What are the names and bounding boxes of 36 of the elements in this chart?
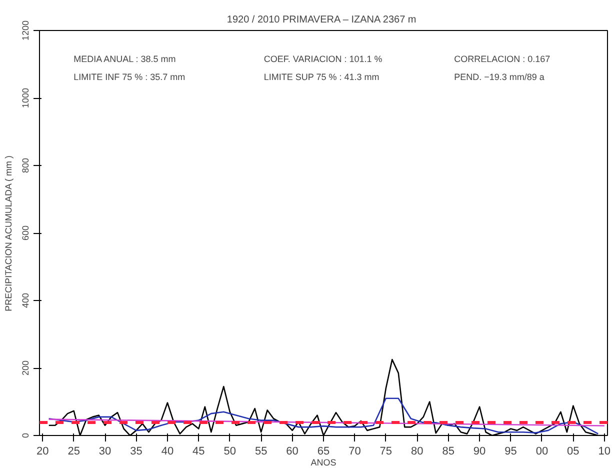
- y-tick-label: 800: [20, 158, 30, 174]
- x-tick-label: 50: [224, 446, 236, 458]
- x-tick-label: 90: [473, 446, 486, 458]
- y-tick-label: 600: [20, 225, 30, 241]
- y-tick-label: 1000: [20, 88, 30, 108]
- y-tick-label: 0: [20, 432, 30, 438]
- x-tick-label: 20: [36, 446, 49, 458]
- y-tick-label: 200: [20, 360, 30, 376]
- x-tick-label: 70: [348, 446, 361, 458]
- x-tick-label: 95: [504, 446, 517, 458]
- x-tick-label: 35: [130, 446, 142, 458]
- x-tick-label: 05: [567, 446, 580, 458]
- x-tick-label: 25: [68, 446, 80, 458]
- x-tick-label: 10: [598, 446, 611, 458]
- annotation: LIMITE SUP 75 % : 41.3 mm: [264, 72, 380, 82]
- x-tick-label: 75: [380, 446, 392, 458]
- x-tick-label: 00: [536, 446, 548, 458]
- y-tick-label: 1200: [20, 20, 30, 41]
- x-tick-label: 85: [442, 446, 454, 458]
- annotation: LIMITE INF 75 % : 35.7 mm: [74, 72, 186, 82]
- x-tick-label: 55: [254, 446, 268, 458]
- x-axis-title: ANOS: [310, 458, 336, 468]
- annotation: COEF. VARIACION : 101.1 %: [264, 54, 382, 64]
- chart-title: 1920 / 2010 PRIMAVERA – IZANA 2367 m: [226, 14, 416, 26]
- y-axis-title: PRECIPITACION ACUMULADA ( mm ): [4, 156, 14, 312]
- line-series: [48, 398, 599, 434]
- annotation: PEND. −19.3 mm/89 a: [454, 72, 544, 82]
- x-tick-label: 60: [286, 446, 298, 458]
- annotation: MEDIA ANUAL : 38.5 mm: [74, 54, 176, 64]
- x-tick-label: 40: [161, 446, 174, 458]
- x-tick-label: 80: [411, 446, 424, 458]
- annotation: CORRELACION : 0.167: [454, 54, 550, 64]
- x-tick-label: 30: [98, 446, 112, 458]
- x-tick-label: 45: [192, 446, 205, 458]
- y-tick-label: 400: [20, 292, 30, 308]
- x-tick-label: 65: [317, 446, 330, 458]
